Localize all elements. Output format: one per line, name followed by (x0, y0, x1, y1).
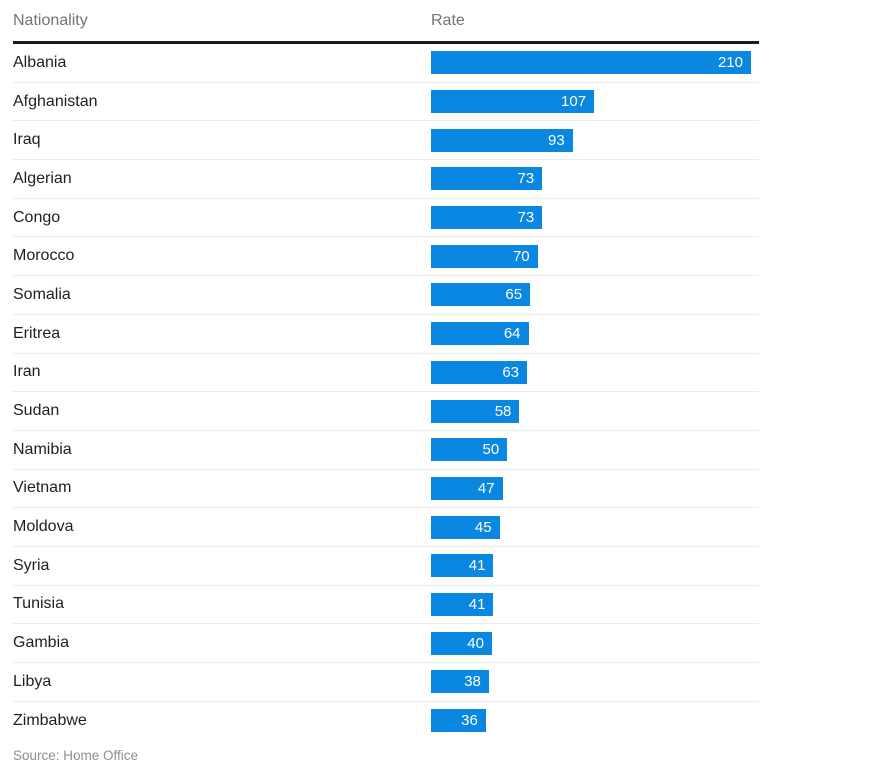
rate-bar: 70 (431, 244, 538, 268)
rate-value: 73 (517, 209, 535, 227)
rate-value: 38 (464, 673, 481, 691)
rate-value: 41 (468, 557, 486, 575)
bar-cell: 58 (431, 399, 759, 423)
rate-bar: 63 (431, 360, 527, 384)
bar-cell: 107 (431, 90, 759, 114)
bar-cell: 70 (431, 244, 759, 268)
source-caption: Source: Home Office (13, 748, 139, 764)
rate-bar: 73 (431, 167, 543, 191)
rate-bar: 210 (431, 51, 751, 75)
nationality-label: Congo (13, 208, 61, 226)
bar-cell: 47 (431, 476, 759, 500)
rate-value: 36 (461, 712, 478, 730)
table-row: Syria 41 (13, 547, 759, 586)
rate-value: 58 (494, 402, 512, 420)
nationality-label: Zimbabwe (13, 711, 87, 729)
bar-cell: 38 (431, 670, 759, 694)
rate-value: 65 (505, 286, 523, 304)
nationality-label: Namibia (13, 440, 72, 458)
rate-value: 45 (474, 518, 492, 536)
nationality-label: Morocco (13, 247, 75, 265)
table-row: Iraq 93 (13, 121, 759, 161)
bar-cell: 36 (431, 709, 759, 733)
rate-value: 50 (482, 441, 500, 459)
bar-cell: 210 (431, 51, 759, 75)
nationality-label: Vietnam (13, 479, 72, 497)
table-row: Vietnam 47 (13, 470, 759, 509)
rate-bar: 38 (431, 670, 489, 694)
rate-bar: 41 (431, 592, 494, 616)
rate-bar: 36 (431, 709, 486, 733)
table-row: Zimbabwe 36 (13, 702, 759, 740)
rate-value: 47 (477, 479, 495, 497)
nationality-label: Iraq (13, 131, 41, 149)
rate-value: 210 (717, 54, 743, 72)
nationality-label: Albania (13, 53, 67, 71)
rate-bar: 107 (431, 90, 595, 114)
bar-cell: 73 (431, 206, 759, 230)
table-row: Congo 73 (13, 199, 759, 238)
table-row: Algerian 73 (13, 160, 759, 199)
column-header-rate: Rate (431, 11, 465, 29)
bar-cell: 73 (431, 167, 759, 191)
rate-value: 93 (548, 131, 565, 149)
nationality-label: Moldova (13, 518, 74, 536)
rate-value: 63 (502, 363, 519, 381)
rate-bar: 40 (431, 631, 492, 655)
bar-cell: 41 (431, 592, 759, 616)
table-row: Gambia 40 (13, 624, 759, 663)
nationality-label: Somalia (13, 285, 71, 303)
rate-value: 73 (517, 170, 535, 188)
table-header: Nationality Rate (13, 0, 759, 44)
bar-cell: 41 (431, 554, 759, 578)
rate-bar: 58 (431, 399, 520, 423)
nationality-label: Libya (13, 672, 52, 690)
nationality-label: Sudan (13, 402, 60, 420)
column-header-nationality: Nationality (13, 11, 88, 29)
table-row: Iran 63 (13, 354, 759, 393)
table-row: Libya 38 (13, 663, 759, 702)
table-row: Afghanistan 107 (13, 83, 759, 122)
table-row: Eritrea 64 (13, 315, 759, 354)
bar-cell: 65 (431, 283, 759, 307)
bar-chart: Nationality Rate Albania 210 Afghanistan 10… (13, 0, 759, 739)
table-row: Moldova 45 (13, 508, 759, 547)
bar-cell: 93 (431, 128, 759, 152)
bar-cell: 63 (431, 360, 759, 384)
rate-bar: 64 (431, 322, 529, 346)
nationality-label: Gambia (13, 634, 70, 652)
nationality-label: Eritrea (13, 324, 61, 342)
nationality-label: Syria (13, 556, 50, 574)
table-row: Sudan 58 (13, 392, 759, 431)
bar-cell: 64 (431, 322, 759, 346)
table-row: Albania 210 (13, 44, 759, 83)
table-row: Namibia 50 (13, 431, 759, 470)
rate-bar: 45 (431, 515, 500, 539)
rate-bar: 41 (431, 554, 494, 578)
rate-bar: 73 (431, 206, 543, 230)
rate-value: 64 (503, 325, 521, 343)
rate-value: 40 (467, 634, 484, 652)
rate-bar: 50 (431, 438, 508, 462)
bar-cell: 40 (431, 631, 759, 655)
table-row: Morocco 70 (13, 237, 759, 277)
rate-value: 107 (561, 93, 587, 111)
rate-bar: 93 (431, 128, 573, 152)
nationality-label: Afghanistan (13, 92, 98, 110)
rate-value: 70 (512, 247, 530, 265)
bar-cell: 45 (431, 515, 759, 539)
rate-bar: 47 (431, 476, 503, 500)
table-row: Somalia 65 (13, 276, 759, 315)
bar-cell: 50 (431, 438, 759, 462)
nationality-label: Iran (13, 363, 41, 381)
table-row: Tunisia 41 (13, 586, 759, 625)
nationality-label: Tunisia (13, 595, 64, 613)
rate-bar: 65 (431, 283, 531, 307)
table-rows: Albania 210 Afghanistan 107 Iraq 93 Algerian 73… (13, 44, 759, 739)
rate-value: 41 (468, 595, 486, 613)
nationality-label: Algerian (13, 169, 72, 187)
